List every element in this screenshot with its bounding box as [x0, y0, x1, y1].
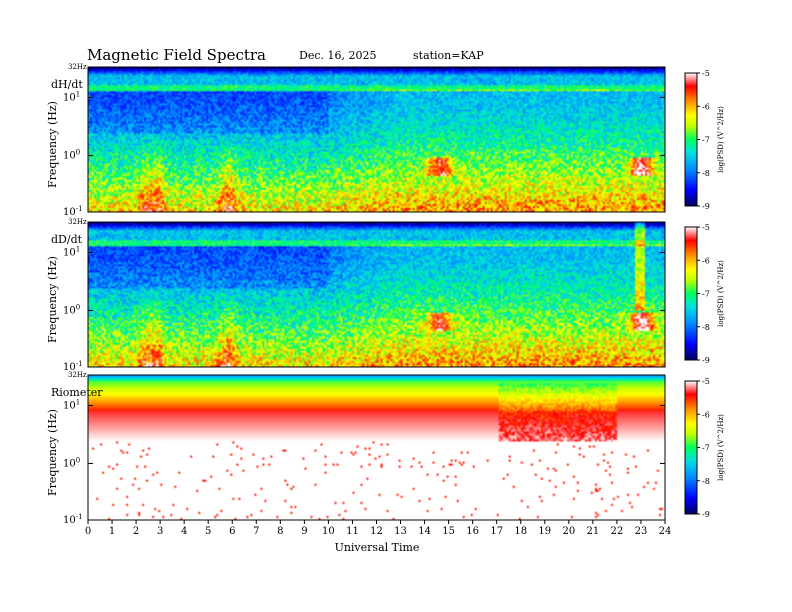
- figure-title: Magnetic Field Spectra: [87, 46, 266, 64]
- x-tick-label: 24: [659, 526, 672, 537]
- colorbar: [684, 380, 698, 515]
- colorbar-tick-label: -9: [702, 356, 710, 365]
- figure-date: Dec. 16, 2025: [299, 49, 376, 62]
- panel-name: dH/dt: [51, 78, 83, 91]
- colorbar-tick-label: -8: [702, 477, 710, 486]
- y-tick-label: 10-1: [63, 205, 83, 218]
- colorbar-label: log(PSD) (V^2/Hz): [717, 260, 725, 327]
- x-tick-label: 16: [466, 526, 479, 537]
- colorbar-label: log(PSD) (V^2/Hz): [717, 414, 725, 481]
- y-tick-label: 100: [63, 456, 80, 469]
- panel-2: dD/dt 32Hz Frequency (Hz) 101 100 1 0 -1 -5 -6 -7 -…: [46, 218, 725, 373]
- x-tick-label: 2: [133, 526, 139, 537]
- y-tick-exponent: 1: [76, 398, 80, 406]
- x-tick-label: 6: [229, 526, 235, 537]
- y-tick-exponent: 0: [76, 456, 80, 464]
- panel-frame: [87, 66, 666, 213]
- x-tick-label: 7: [253, 526, 259, 537]
- station-label: station=KAP: [413, 49, 484, 62]
- panel-name: dD/dt: [51, 233, 83, 246]
- y-tick-label: 101: [63, 245, 80, 258]
- x-tick-label: 10: [322, 526, 335, 537]
- colorbar-tick-label: -7: [702, 290, 710, 299]
- y-tick-label: 10-1: [63, 513, 83, 526]
- x-tick-label: 14: [418, 526, 431, 537]
- colorbar-tick-label: -5: [702, 69, 710, 78]
- x-tick-label: 13: [394, 526, 407, 537]
- x-axis-label: Universal Time: [335, 541, 420, 554]
- colorbar: [684, 72, 698, 207]
- x-tick-label: 22: [611, 526, 624, 537]
- y-axis-label: Frequency (Hz): [46, 409, 59, 496]
- x-tick-label: 19: [538, 526, 551, 537]
- x-tick-label: 15: [442, 526, 455, 537]
- top-frequency-label: 32Hz: [68, 371, 87, 379]
- y-axis-label: Frequency (Hz): [46, 256, 59, 343]
- x-tick-label: 3: [157, 526, 163, 537]
- colorbar-tick-label: -7: [702, 136, 710, 145]
- spectrogram-2: [88, 222, 665, 367]
- colorbar-tick-label: -9: [702, 510, 710, 519]
- x-tick-label: 21: [587, 526, 600, 537]
- spectrogram-1: [88, 67, 665, 212]
- top-frequency-label: 32Hz: [68, 218, 87, 226]
- x-tick-label: 23: [635, 526, 648, 537]
- colorbar-tick-label: -6: [702, 256, 710, 265]
- colorbar-tick-label: -8: [702, 323, 710, 332]
- y-tick-exponent: 1: [76, 90, 80, 98]
- colorbar: [684, 226, 698, 361]
- spectrogram-3: [88, 375, 665, 520]
- y-tick-exponent: 1: [76, 245, 80, 253]
- panel-name: Riometer: [51, 386, 103, 399]
- y-tick-label: 100: [63, 148, 80, 161]
- colorbar-label: log(PSD) (V^2/Hz): [717, 106, 725, 173]
- y-tick-exponent: 0: [76, 148, 80, 156]
- x-axis: 0 1 2 3 4 5 6 7 8 9 10 11 12 13 14 15 16 17 18 19 20 21 22 23 24: [85, 520, 672, 537]
- x-tick-label: 4: [181, 526, 187, 537]
- colorbar-tick-label: -6: [702, 102, 710, 111]
- x-tick-label: 0: [85, 526, 91, 537]
- x-tick-label: 1: [109, 526, 115, 537]
- x-tick-label: 11: [346, 526, 359, 537]
- x-tick-label: 20: [562, 526, 575, 537]
- x-tick-label: 12: [370, 526, 383, 537]
- colorbar-tick-label: -9: [702, 202, 710, 211]
- x-tick-label: 18: [514, 526, 527, 537]
- colorbar-tick-label: -7: [702, 444, 710, 453]
- colorbar-tick-label: -5: [702, 223, 710, 232]
- y-axis-label: Frequency (Hz): [46, 101, 59, 188]
- colorbar-tick-label: -6: [702, 410, 710, 419]
- colorbar-tick-label: -8: [702, 169, 710, 178]
- y-tick-label: 101: [63, 90, 80, 103]
- colorbar-tick-label: -5: [702, 377, 710, 386]
- y-tick-exponent: -1: [76, 513, 83, 521]
- y-tick-exponent: -1: [76, 205, 83, 213]
- panel-frame: [87, 221, 666, 368]
- y-tick-exponent: 0: [76, 303, 80, 311]
- y-tick-label: 100: [63, 303, 80, 316]
- y-tick-label: 101: [63, 398, 80, 411]
- x-tick-label: 8: [277, 526, 283, 537]
- x-tick-label: 5: [205, 526, 211, 537]
- x-tick-label: 17: [490, 526, 503, 537]
- top-frequency-label: 32Hz: [68, 63, 87, 71]
- x-tick-label: 9: [301, 526, 307, 537]
- y-tick-exponent: -1: [76, 360, 83, 368]
